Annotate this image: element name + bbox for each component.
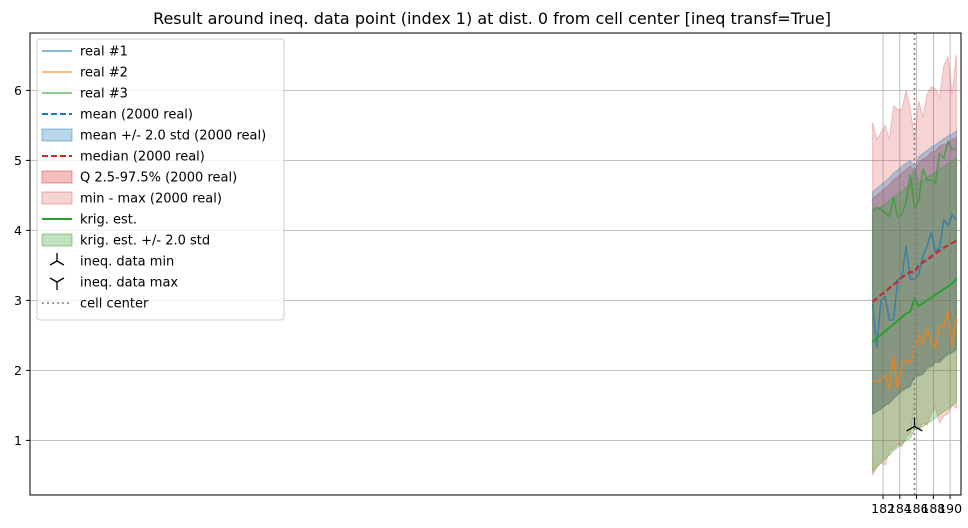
- y-tick-label: 1: [14, 433, 22, 448]
- legend-handle: [41, 128, 73, 142]
- legend-label: real #3: [80, 87, 128, 102]
- axes-frame: [29, 32, 962, 496]
- legend-handle: [41, 233, 73, 247]
- legend-max-marker-stroke: [56, 277, 65, 283]
- legend-patch: [41, 233, 73, 247]
- legend-handle: [49, 277, 65, 290]
- legend-label: real #1: [80, 45, 128, 60]
- x-tick-label: 188: [921, 501, 945, 516]
- legend-label: mean (2000 real): [80, 108, 193, 123]
- legend-label: ineq. data max: [80, 276, 178, 291]
- y-tick-label: 5: [14, 153, 22, 168]
- series-line-real-2: [872, 310, 958, 390]
- legend-patch: [41, 170, 73, 184]
- x-tick-label: 182: [871, 501, 895, 516]
- ineq-data-min-marker-stroke: [906, 425, 915, 432]
- legend-max-marker-stroke: [49, 277, 58, 283]
- chart-title: Result around ineq. data point (index 1)…: [153, 9, 831, 28]
- x-tick-label: 186: [905, 501, 929, 516]
- plot-area: [871, 33, 958, 495]
- legend-box: [36, 38, 285, 321]
- legend-min-marker-stroke: [49, 260, 58, 266]
- legend-patch: [41, 128, 73, 142]
- legend-label: cell center: [80, 297, 149, 312]
- legend-label: median (2000 real): [80, 150, 205, 165]
- ineq-data-min-marker-stroke: [914, 425, 923, 432]
- y-tick-label: 6: [14, 83, 22, 98]
- ineq-data-min-marker: [906, 417, 923, 432]
- legend-handle: [49, 253, 65, 266]
- y-tick-label: 2: [14, 363, 22, 378]
- legend-min-marker-stroke: [56, 260, 65, 266]
- legend-max-marker: [49, 277, 65, 290]
- legend: real #1 real #2 real #3 mean (2000 real) mea…: [36, 38, 285, 321]
- band-mean-2-0-std-2000-real-: [872, 130, 957, 416]
- legend-handle: [41, 191, 73, 205]
- y-tick-label: 4: [14, 223, 22, 238]
- legend-label: Q 2.5-97.5% (2000 real): [80, 171, 237, 186]
- legend-label: min - max (2000 real): [80, 192, 222, 207]
- x-tick-label: 184: [888, 501, 912, 516]
- x-tick-label: 190: [938, 501, 962, 516]
- legend-label: krig. est. +/- 2.0 std: [80, 234, 210, 249]
- legend-min-marker: [49, 253, 65, 266]
- y-tick-label: 3: [14, 293, 22, 308]
- legend-patch: [41, 191, 73, 205]
- legend-label: ineq. data min: [80, 255, 174, 270]
- legend-label: real #2: [80, 66, 128, 81]
- legend-label: krig. est.: [80, 213, 137, 228]
- legend-label: mean +/- 2.0 std (2000 real): [80, 129, 266, 144]
- legend-handle: [41, 170, 73, 184]
